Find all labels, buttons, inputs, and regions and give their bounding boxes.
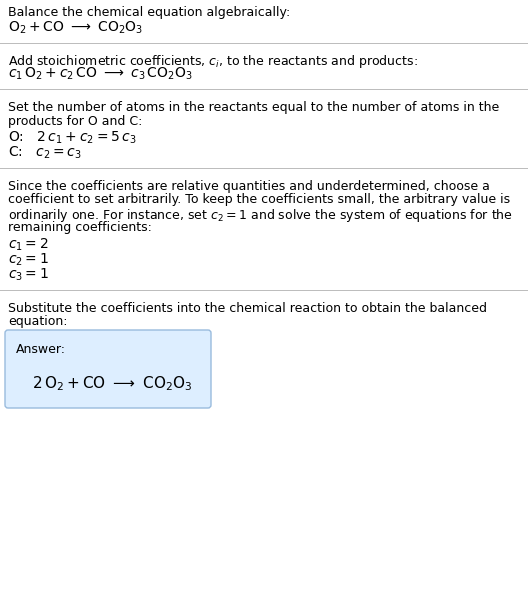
Text: O:   $2\,c_1 + c_2 = 5\,c_3$: O: $2\,c_1 + c_2 = 5\,c_3$ (8, 130, 136, 146)
Text: $c_3 = 1$: $c_3 = 1$ (8, 267, 49, 283)
Text: Substitute the coefficients into the chemical reaction to obtain the balanced: Substitute the coefficients into the che… (8, 302, 487, 315)
Text: $c_1\,\mathrm{O_2} + c_2\,\mathrm{CO}\ {\longrightarrow}\ c_3\,\mathrm{CO_2O_3}$: $c_1\,\mathrm{O_2} + c_2\,\mathrm{CO}\ {… (8, 66, 193, 83)
Text: Since the coefficients are relative quantities and underdetermined, choose a: Since the coefficients are relative quan… (8, 180, 490, 193)
Text: equation:: equation: (8, 316, 68, 329)
Text: ordinarily one. For instance, set $c_2 = 1$ and solve the system of equations fo: ordinarily one. For instance, set $c_2 =… (8, 207, 513, 224)
Text: Set the number of atoms in the reactants equal to the number of atoms in the: Set the number of atoms in the reactants… (8, 101, 499, 114)
Text: $2\,\mathrm{O_2} + \mathrm{CO}\ {\longrightarrow}\ \mathrm{CO_2O_3}$: $2\,\mathrm{O_2} + \mathrm{CO}\ {\longri… (32, 374, 192, 393)
Text: remaining coefficients:: remaining coefficients: (8, 221, 152, 234)
Text: products for O and C:: products for O and C: (8, 114, 143, 127)
Text: C:   $c_2 = c_3$: C: $c_2 = c_3$ (8, 145, 82, 162)
Text: Add stoichiometric coefficients, $c_i$, to the reactants and products:: Add stoichiometric coefficients, $c_i$, … (8, 53, 418, 70)
FancyBboxPatch shape (5, 330, 211, 408)
Text: $c_1 = 2$: $c_1 = 2$ (8, 237, 49, 253)
Text: coefficient to set arbitrarily. To keep the coefficients small, the arbitrary va: coefficient to set arbitrarily. To keep … (8, 194, 510, 206)
Text: $\mathrm{O_2 + CO\ {\longrightarrow}\ CO_2O_3}$: $\mathrm{O_2 + CO\ {\longrightarrow}\ CO… (8, 19, 144, 36)
Text: Balance the chemical equation algebraically:: Balance the chemical equation algebraica… (8, 6, 290, 19)
Text: $c_2 = 1$: $c_2 = 1$ (8, 252, 49, 268)
Text: Answer:: Answer: (16, 343, 66, 356)
